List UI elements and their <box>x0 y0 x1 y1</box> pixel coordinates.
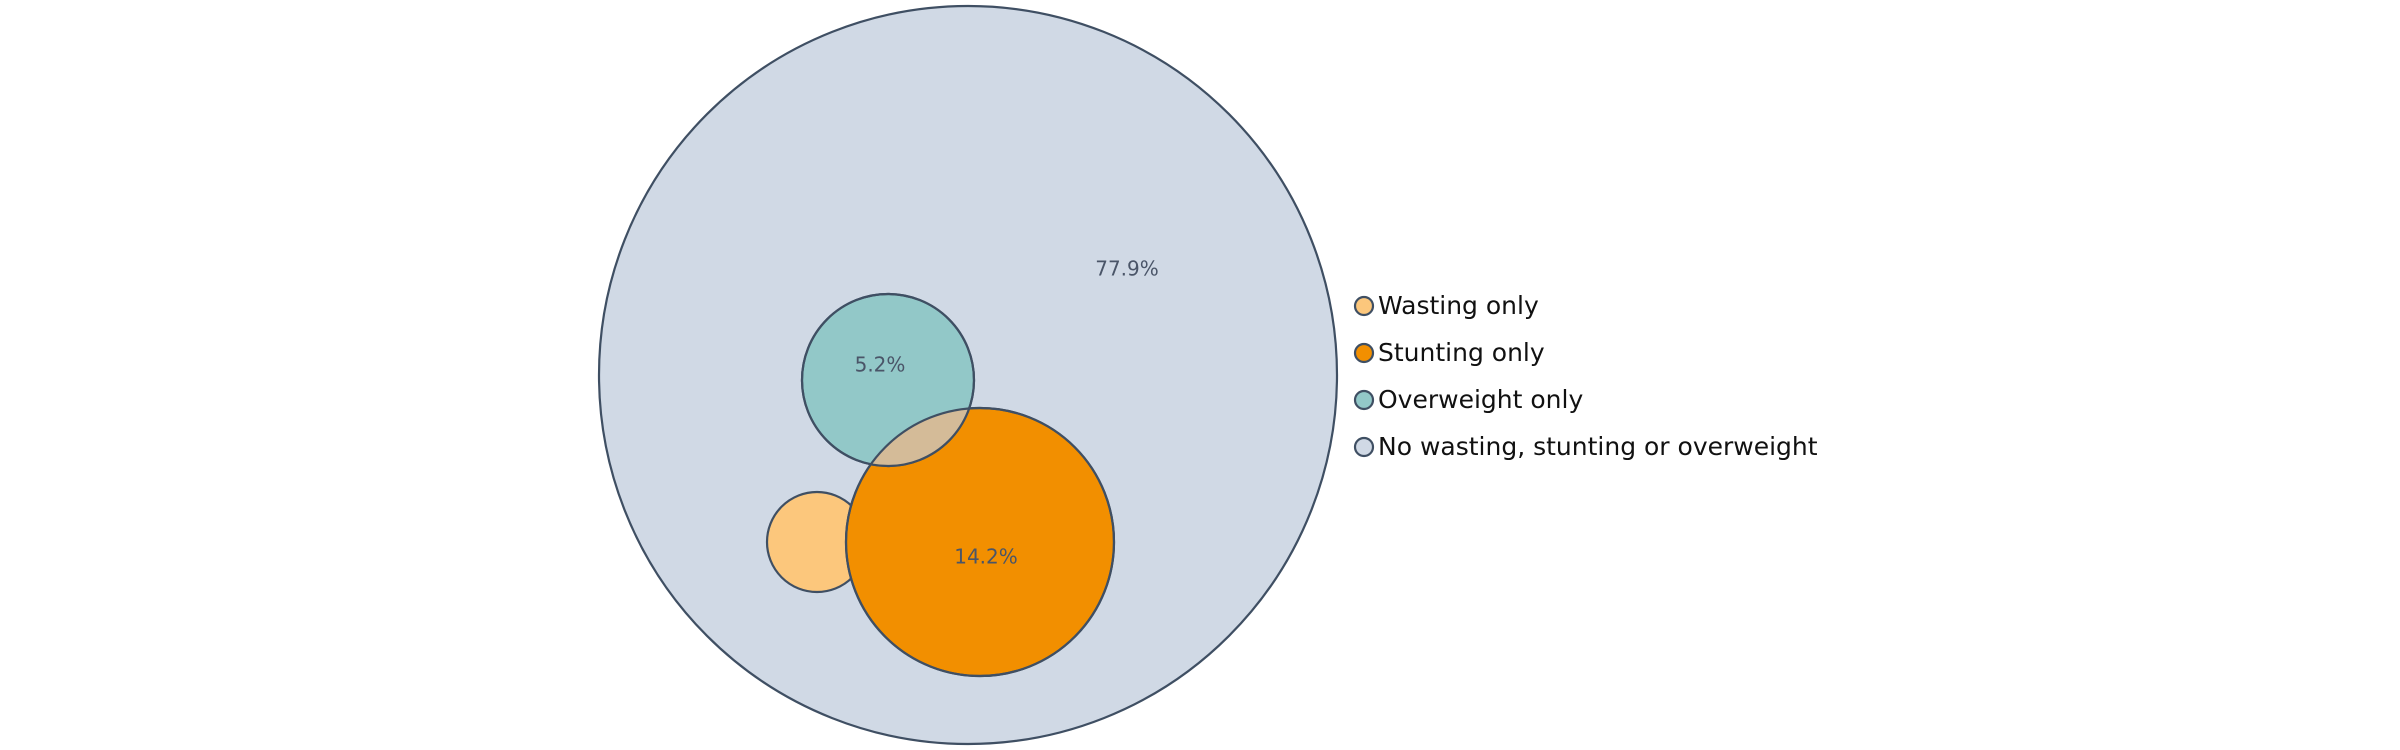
legend-item-stunting: Stunting only <box>1353 338 1545 367</box>
venn-circles <box>597 4 1339 746</box>
data-labels: 77.9% 5.2% 14.2% <box>855 257 1159 569</box>
legend-marker-no-condition <box>1353 436 1375 458</box>
legend-label-overweight: Overweight only <box>1378 385 1583 414</box>
legend-item-overweight: Overweight only <box>1353 385 1583 414</box>
legend-label-wasting: Wasting only <box>1378 291 1539 320</box>
legend-item-no-condition: No wasting, stunting or overweight <box>1353 432 1818 461</box>
legend-item-wasting: Wasting only <box>1353 291 1539 320</box>
overweight-outline <box>800 292 976 468</box>
label-stunting: 14.2% <box>954 545 1018 569</box>
label-no-condition: 77.9% <box>1095 257 1159 281</box>
legend-marker-stunting <box>1353 342 1375 364</box>
legend: Wasting only Stunting only Overweight on… <box>1353 291 1818 461</box>
stunting-outline <box>844 406 1116 678</box>
legend-marker-wasting <box>1353 295 1375 317</box>
legend-label-stunting: Stunting only <box>1378 338 1545 367</box>
label-overweight: 5.2% <box>855 353 906 377</box>
legend-marker-overweight <box>1353 389 1375 411</box>
legend-label-no-condition: No wasting, stunting or overweight <box>1378 432 1818 461</box>
